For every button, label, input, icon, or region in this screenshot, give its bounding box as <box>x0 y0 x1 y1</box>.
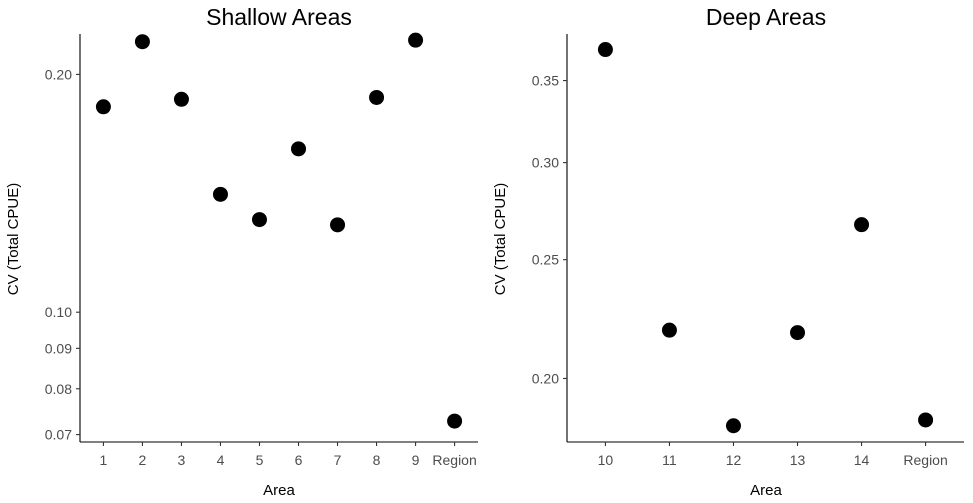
data-point <box>134 34 150 50</box>
x-tick-label: 2 <box>139 452 147 468</box>
y-axis-label: CV (Total CPUE) <box>492 183 509 296</box>
data-point <box>918 412 934 428</box>
data-point <box>95 99 111 115</box>
data-point <box>330 217 346 233</box>
plot-marks: 0.20 0.25 0.30 0.35 10 11 12 13 14 Region <box>532 42 948 468</box>
x-tick-label: 1 <box>100 452 108 468</box>
data-point <box>251 212 267 228</box>
x-tick-label: 14 <box>854 452 870 468</box>
panel-deep-areas: Deep Areas CV (Total CPUE) Area 0.20 0.25… <box>492 4 964 499</box>
x-tick-label: 3 <box>178 452 186 468</box>
panel-shallow-areas: Shallow Areas CV (Total CPUE) Area 0.070… <box>5 4 478 499</box>
y-tick-label: 0.07 <box>45 427 72 443</box>
y-tick-label: 0.25 <box>532 252 559 268</box>
y-tick-label: 0.08 <box>45 381 72 397</box>
panel-title: Deep Areas <box>706 4 826 30</box>
y-tick-label: 0.10 <box>45 304 72 320</box>
data-point <box>725 418 741 434</box>
y-tick-label: 0.09 <box>45 340 72 356</box>
x-tick-label: Region <box>432 452 476 468</box>
data-point <box>212 186 228 202</box>
plot-marks: 0.07 0.08 0.09 0.10 0.20 1 2 3 4 5 6 7 8 9 Region <box>45 32 477 468</box>
y-axis-label: CV (Total CPUE) <box>5 183 22 296</box>
x-tick-label: 8 <box>373 452 381 468</box>
y-tick-label: 0.35 <box>532 73 559 89</box>
y-tick-label: 0.20 <box>532 370 559 386</box>
data-point <box>408 32 424 48</box>
x-tick-label: 12 <box>726 452 742 468</box>
data-point <box>291 141 307 157</box>
data-point <box>447 413 463 429</box>
x-tick-label: 4 <box>217 452 225 468</box>
x-tick-label: 13 <box>790 452 806 468</box>
data-point <box>597 42 613 58</box>
data-point <box>661 322 677 338</box>
data-point <box>790 325 806 341</box>
y-tick-label: 0.30 <box>532 155 559 171</box>
x-axis-label: Area <box>750 482 782 499</box>
x-axis-label: Area <box>263 482 295 499</box>
data-point <box>854 217 870 233</box>
data-point <box>173 91 189 107</box>
x-tick-label: 10 <box>598 452 614 468</box>
x-tick-label: 6 <box>295 452 303 468</box>
panel-title: Shallow Areas <box>206 4 352 30</box>
x-tick-label: 5 <box>256 452 264 468</box>
data-point <box>369 89 385 105</box>
x-tick-label: 7 <box>334 452 342 468</box>
x-tick-label: 11 <box>662 452 677 468</box>
y-tick-label: 0.20 <box>45 66 72 82</box>
x-tick-label: Region <box>903 452 947 468</box>
x-tick-label: 9 <box>412 452 420 468</box>
